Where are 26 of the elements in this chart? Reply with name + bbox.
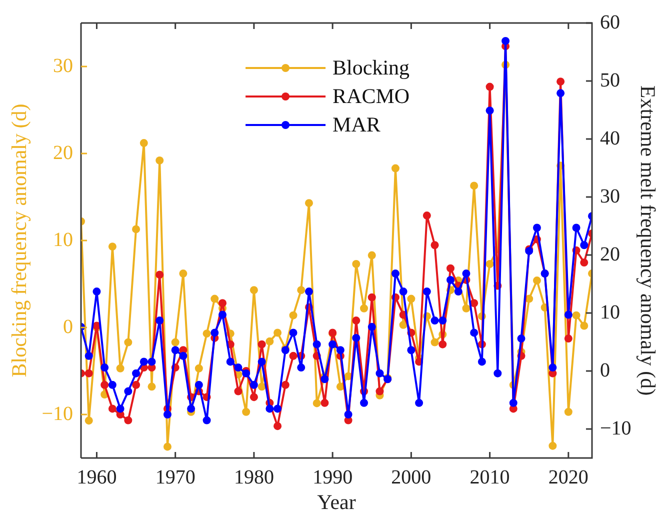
- y2-tick-label: 30: [600, 185, 620, 208]
- legend-label: MAR: [332, 112, 380, 137]
- x-tick-label: 1970: [155, 466, 196, 488]
- y-axis-title: Blocking frequency anomaly (d): [7, 104, 32, 378]
- x-tick-label: 2000: [391, 466, 432, 488]
- x-tick-label: 2020: [548, 466, 588, 488]
- x-tick-label: 2010: [470, 466, 510, 488]
- x-tick-label: 1960: [76, 466, 117, 488]
- y2-tick-label: 40: [600, 127, 620, 150]
- y2-axis-title: Extreme melt frequency anomaly (d): [636, 85, 659, 396]
- y-tick-label: −10: [42, 402, 73, 425]
- y-tick-label: 20: [53, 142, 73, 164]
- legend-label: Blocking: [332, 56, 410, 80]
- y2-tick-label: 50: [600, 69, 620, 92]
- legend-label: RACMO: [332, 84, 410, 108]
- y-tick-label: 30: [53, 54, 73, 77]
- y2-tick-label: 0: [600, 359, 610, 382]
- x-axis-title: Year: [317, 490, 356, 514]
- x-tick-label: 1980: [234, 466, 274, 488]
- y-tick-label: 0: [63, 316, 73, 338]
- y-tick-label: 10: [53, 228, 73, 251]
- y2-tick-label: 60: [600, 11, 620, 34]
- x-tick-label: 1990: [312, 466, 353, 488]
- y2-tick-label: 20: [600, 243, 620, 266]
- y2-tick-label: 10: [600, 301, 620, 324]
- y2-tick-label: −10: [600, 417, 632, 440]
